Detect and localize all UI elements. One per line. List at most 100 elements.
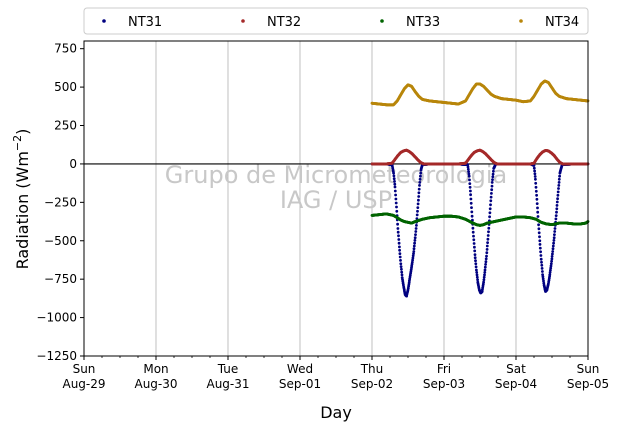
x-tick-label-weekday: Wed bbox=[287, 362, 313, 376]
data-point bbox=[557, 184, 561, 187]
data-point bbox=[393, 185, 397, 189]
data-point bbox=[417, 191, 421, 195]
data-point bbox=[555, 210, 558, 214]
data-point bbox=[556, 193, 560, 197]
legend-label-NT33: NT33 bbox=[406, 15, 440, 30]
data-point bbox=[476, 278, 479, 282]
data-point bbox=[491, 172, 495, 176]
legend-frame bbox=[83, 7, 589, 35]
data-point bbox=[399, 262, 403, 266]
data-point bbox=[555, 200, 559, 204]
x-tick-label-date: Sep-04 bbox=[495, 377, 537, 391]
data-point bbox=[475, 271, 479, 274]
y-axis: −1250 −1000 −750 −500 −250 0 250 500 750 bbox=[36, 42, 84, 363]
data-point bbox=[396, 222, 399, 226]
data-point bbox=[474, 262, 478, 266]
data-point bbox=[411, 258, 414, 262]
data-point bbox=[416, 206, 420, 210]
x-tick-label-weekday: Sun bbox=[577, 362, 600, 376]
data-point bbox=[473, 256, 477, 260]
data-point bbox=[482, 280, 485, 284]
data-point bbox=[474, 259, 477, 263]
data-point bbox=[482, 275, 486, 279]
data-point bbox=[490, 188, 494, 192]
data-point bbox=[536, 210, 540, 214]
data-point bbox=[412, 244, 416, 248]
y-tick-label: −750 bbox=[44, 272, 77, 286]
data-point bbox=[485, 251, 489, 255]
data-point bbox=[490, 192, 493, 195]
x-tick-label-date: Aug-30 bbox=[134, 377, 177, 391]
data-point bbox=[483, 271, 487, 274]
data-point bbox=[392, 177, 396, 181]
data-point bbox=[540, 260, 543, 264]
data-point bbox=[411, 256, 415, 260]
legend-label-NT32: NT32 bbox=[267, 15, 301, 30]
legend-marker-NT33 bbox=[380, 19, 384, 23]
data-point bbox=[419, 171, 423, 175]
data-point bbox=[553, 230, 557, 233]
data-point bbox=[470, 210, 474, 214]
data-point bbox=[535, 202, 539, 206]
data-point bbox=[533, 175, 537, 178]
x-tick-label-date: Sep-02 bbox=[351, 377, 393, 391]
data-point bbox=[473, 249, 477, 253]
y-tick-label: 0 bbox=[69, 157, 77, 171]
data-point bbox=[400, 273, 404, 277]
data-point bbox=[466, 163, 470, 167]
data-point bbox=[538, 243, 542, 246]
data-point bbox=[555, 207, 559, 211]
data-point bbox=[549, 268, 552, 272]
data-point bbox=[412, 247, 416, 251]
data-point bbox=[488, 207, 492, 211]
data-point bbox=[548, 271, 552, 274]
data-point bbox=[558, 174, 561, 178]
data-point bbox=[552, 239, 556, 242]
data-point bbox=[416, 209, 419, 213]
data-point bbox=[532, 164, 536, 167]
data-point bbox=[469, 193, 472, 197]
data-point bbox=[533, 172, 537, 176]
data-point bbox=[487, 226, 491, 230]
x-tick-label-weekday: Tue bbox=[217, 362, 239, 376]
data-point bbox=[492, 169, 495, 173]
data-point bbox=[550, 257, 554, 261]
data-point bbox=[471, 226, 475, 230]
data-point bbox=[466, 167, 470, 171]
data-point bbox=[538, 246, 542, 250]
data-points bbox=[370, 79, 590, 298]
data-point bbox=[393, 189, 397, 193]
data-point bbox=[472, 238, 476, 242]
y-tick-label: −500 bbox=[44, 234, 77, 248]
y-tick-label: 250 bbox=[54, 119, 77, 133]
data-point bbox=[484, 260, 488, 264]
data-point bbox=[418, 181, 422, 184]
data-point bbox=[392, 171, 395, 175]
data-point bbox=[413, 236, 417, 240]
data-point bbox=[415, 224, 418, 227]
data-point bbox=[486, 237, 490, 241]
data-point bbox=[475, 273, 479, 277]
data-point bbox=[554, 217, 558, 221]
data-point bbox=[553, 233, 556, 237]
data-point bbox=[485, 254, 488, 258]
data-point bbox=[394, 201, 398, 205]
series-NT32 bbox=[370, 148, 590, 166]
y-tick-label: 500 bbox=[54, 80, 77, 94]
data-point bbox=[416, 202, 420, 206]
data-point bbox=[417, 195, 421, 198]
data-point bbox=[471, 218, 474, 222]
data-point bbox=[537, 231, 541, 235]
data-point bbox=[549, 264, 553, 268]
data-point bbox=[551, 250, 555, 253]
series-NT33 bbox=[370, 212, 590, 227]
legend-label-NT34: NT34 bbox=[545, 15, 579, 30]
data-point bbox=[484, 263, 487, 266]
data-point bbox=[541, 273, 544, 276]
data-point bbox=[414, 230, 418, 233]
data-point bbox=[489, 199, 493, 203]
y-tick-label: 750 bbox=[54, 42, 77, 56]
data-point bbox=[553, 227, 557, 230]
data-point bbox=[550, 255, 554, 258]
